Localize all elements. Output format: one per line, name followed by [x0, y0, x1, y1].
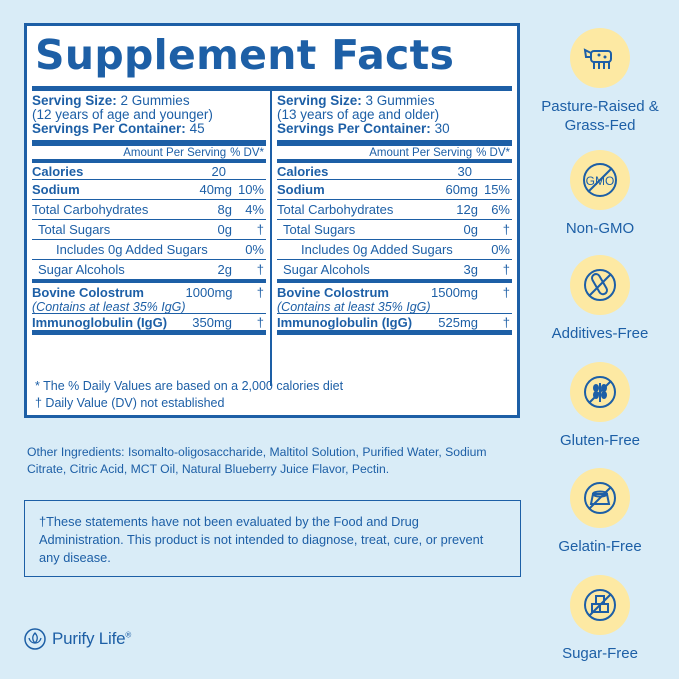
nutrient-row: Calories 20: [32, 159, 266, 179]
nutrient-row: Total Sugars 0g †: [277, 219, 512, 239]
lotus-icon: [24, 628, 46, 650]
footnote-dagger: † Daily Value (DV) not established: [35, 396, 225, 410]
no-gmo-icon: GMO: [570, 150, 630, 210]
nutrient-row: Total Carbohydrates 8g 4%: [32, 199, 266, 219]
nutrient-row: Bovine Colostrum (Contains at least 35% I…: [32, 279, 266, 314]
fda-disclaimer: †These statements have not been evaluate…: [24, 500, 521, 577]
badge-non-gmo: GMO Non-GMO: [521, 150, 679, 238]
facts-title: Supplement Facts: [35, 31, 455, 79]
nutrient-row: Bovine Colostrum (Contains at least 35% I…: [277, 279, 512, 314]
nutrient-row: Includes 0g Added Sugars 0%: [32, 239, 266, 259]
badge-label: Pasture-Raised & Grass-Fed: [541, 98, 659, 134]
brand-logo: Purify Life®: [24, 628, 131, 650]
serving-note: (13 years of age and older): [277, 107, 440, 122]
servings-value: 45: [189, 121, 205, 136]
badge-additives-free: Additives-Free: [521, 255, 679, 343]
badge-label: Gluten-Free: [559, 432, 641, 449]
nutrient-row: Includes 0g Added Sugars 0%: [277, 239, 512, 259]
footnotes: * The % Daily Values are based on a 2,00…: [35, 378, 343, 412]
serving-info: Serving Size: 3 Gummies (13 years of age…: [277, 91, 512, 140]
test-tube-icon: [570, 255, 630, 315]
nutrient-row: Sugar Alcohols 2g †: [32, 259, 266, 279]
badge-label: Additives-Free: [551, 325, 649, 342]
brand-name: Purify Life®: [52, 629, 132, 648]
other-ingredients: Other Ingredients: Isomalto-oligosacchar…: [27, 445, 487, 476]
badge-label: Gelatin-Free: [558, 538, 642, 555]
sugar-cubes-icon: [570, 575, 630, 635]
nutrient-row: Sugar Alcohols 3g †: [277, 259, 512, 279]
serving-size-value: 3 Gummies: [365, 93, 435, 108]
nutrient-row: Total Sugars 0g †: [32, 219, 266, 239]
footnote-dv: * The % Daily Values are based on a 2,00…: [35, 379, 344, 393]
supplement-facts-panel: Supplement Facts Serving Size: 2 Gummies…: [24, 23, 520, 418]
badge-gelatin-free: Gelatin-Free: [521, 468, 679, 556]
serving-size-value: 2 Gummies: [120, 93, 190, 108]
facts-column-adults: Serving Size: 3 Gummies (13 years of age…: [272, 86, 512, 386]
badge-pasture-raised: Pasture-Raised & Grass-Fed: [521, 28, 679, 135]
servings-value: 30: [434, 121, 450, 136]
nutrient-row: Immunoglobulin (IgG) 350mg †: [32, 313, 266, 335]
nutrient-row: Sodium 40mg 10%: [32, 179, 266, 199]
badge-sugar-free: Sugar-Free: [521, 575, 679, 663]
svg-text:GMO: GMO: [586, 174, 615, 188]
facts-column-kids: Serving Size: 2 Gummies (12 years of age…: [32, 86, 272, 386]
badge-label: Non-GMO: [565, 220, 635, 237]
nutrient-row: Immunoglobulin (IgG) 525mg †: [277, 313, 512, 335]
nutrient-row: Calories 30: [277, 159, 512, 179]
wheat-icon: [570, 362, 630, 422]
amount-header: Amount Per Serving% DV*: [277, 140, 512, 159]
nutrient-row: Sodium 60mg 15%: [277, 179, 512, 199]
badge-gluten-free: Gluten-Free: [521, 362, 679, 450]
badge-label: Sugar-Free: [562, 645, 638, 662]
serving-note: (12 years of age and younger): [32, 107, 213, 122]
serving-info: Serving Size: 2 Gummies (12 years of age…: [32, 91, 266, 140]
amount-header: Amount Per Serving% DV*: [32, 140, 266, 159]
gelatin-icon: [570, 468, 630, 528]
nutrient-row: Total Carbohydrates 12g 6%: [277, 199, 512, 219]
cow-icon: [570, 28, 630, 88]
